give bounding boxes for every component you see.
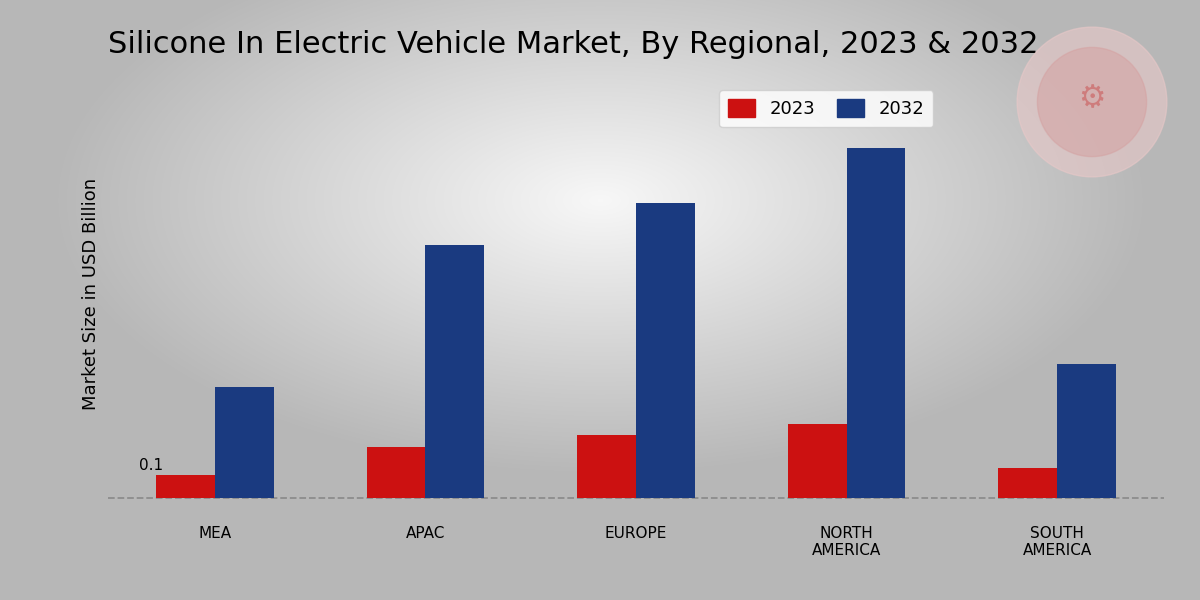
Bar <box>577 436 636 497</box>
Bar <box>636 203 695 497</box>
Bar <box>215 387 274 497</box>
Bar <box>846 148 906 497</box>
Circle shape <box>1038 47 1147 157</box>
Text: ⚙: ⚙ <box>1079 85 1105 113</box>
Text: 0.1: 0.1 <box>139 458 163 473</box>
Bar <box>1057 364 1116 497</box>
Bar <box>156 475 215 497</box>
Y-axis label: Market Size in USD Billion: Market Size in USD Billion <box>82 178 100 410</box>
Circle shape <box>1018 27 1166 177</box>
Bar <box>787 424 846 497</box>
Legend: 2023, 2032: 2023, 2032 <box>719 90 934 127</box>
Bar <box>998 467 1057 497</box>
Text: Silicone In Electric Vehicle Market, By Regional, 2023 & 2032: Silicone In Electric Vehicle Market, By … <box>108 29 1038 59</box>
Bar <box>366 447 426 497</box>
Bar <box>426 245 485 497</box>
